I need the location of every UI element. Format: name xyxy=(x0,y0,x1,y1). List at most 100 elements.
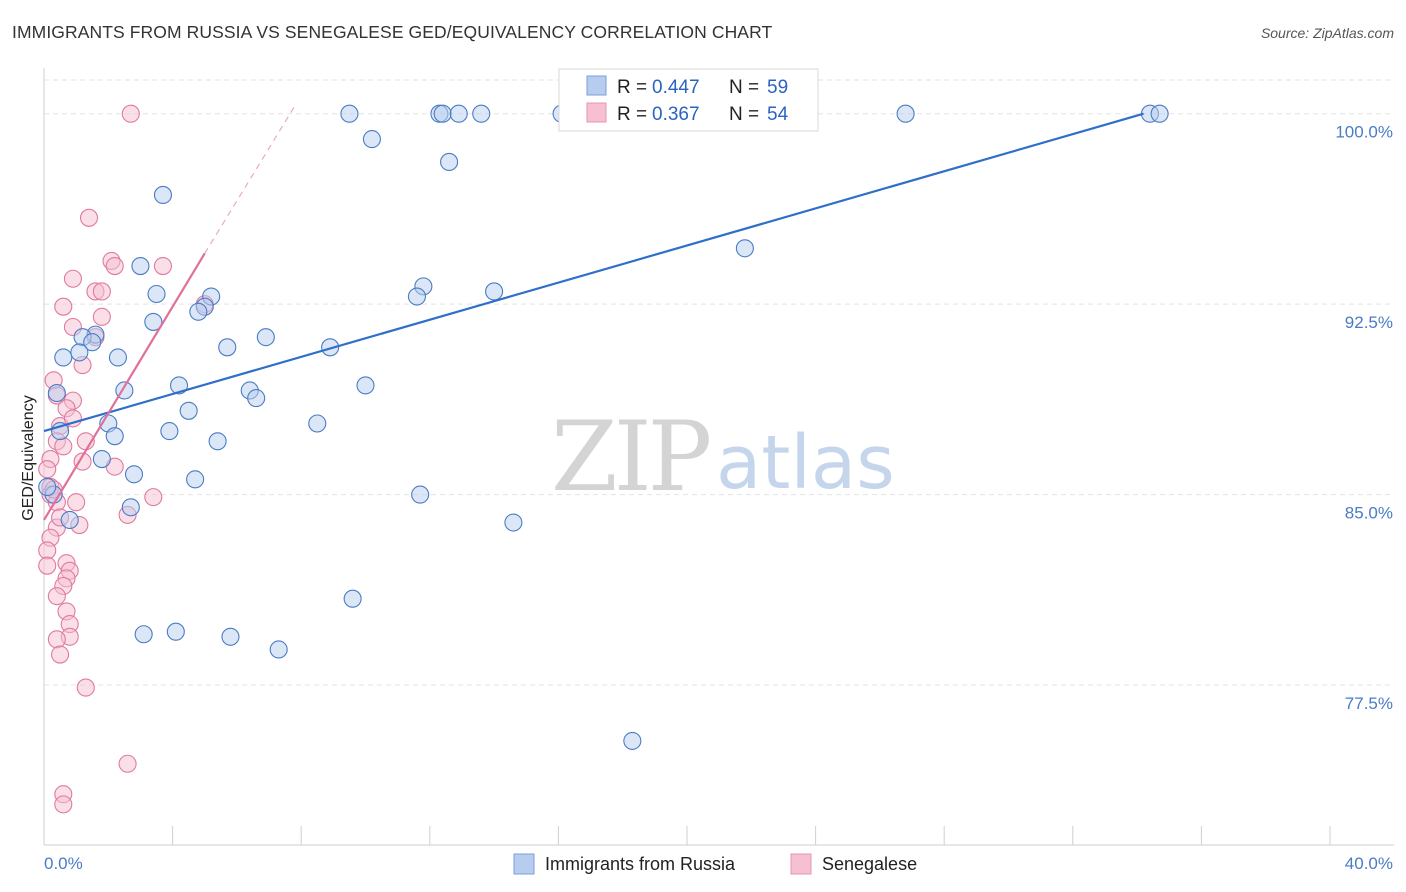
series-swatch-russia xyxy=(513,853,535,875)
senegalese-point xyxy=(67,493,86,512)
russia-point xyxy=(449,104,468,123)
legend-senegalese-n-label: N = xyxy=(729,104,759,125)
legend-swatch-russia xyxy=(586,75,607,96)
watermark-atlas: atlas xyxy=(716,420,895,506)
senegalese-point xyxy=(105,257,124,276)
russia-point xyxy=(124,465,144,484)
russia-point xyxy=(147,284,166,304)
russia-point xyxy=(221,627,240,646)
russia-point xyxy=(47,383,66,403)
russia-point xyxy=(179,401,198,420)
russia-point xyxy=(208,432,227,451)
senegalese-point xyxy=(47,587,66,606)
senegalese-point xyxy=(54,437,73,456)
russia-point xyxy=(169,376,189,395)
russia-point xyxy=(70,343,89,362)
y-tick-label: 85.0% xyxy=(1345,504,1393,523)
senegalese-point xyxy=(76,678,95,697)
legend-russia-r-value: 0.447 xyxy=(652,77,700,98)
russia-point xyxy=(160,422,179,441)
russia-point xyxy=(54,348,73,367)
russia-point xyxy=(83,333,102,352)
russia-point xyxy=(735,239,754,258)
y-tick-label: 92.5% xyxy=(1345,313,1393,332)
russia-point xyxy=(256,328,275,347)
russia-point xyxy=(472,104,491,123)
senegalese-point xyxy=(153,257,173,276)
legend-swatch-senegalese xyxy=(586,102,607,123)
trend-lines xyxy=(43,105,1144,521)
x-tick-label-max: 40.0% xyxy=(1345,854,1393,873)
senegalese-point xyxy=(92,282,111,301)
y-tick-labels: 77.5% 85.0% 92.5% 100.0% xyxy=(1335,123,1393,713)
legend-senegalese-n-value: 54 xyxy=(767,104,789,125)
russia-point xyxy=(92,449,111,469)
series-legend: Immigrants from Russia Senegalese xyxy=(513,853,917,875)
russia-point xyxy=(407,287,426,306)
senegalese-point xyxy=(118,754,137,773)
russia-point xyxy=(105,427,124,446)
senegalese-point xyxy=(38,556,57,575)
senegalese-point xyxy=(38,460,57,479)
russia-point xyxy=(308,414,327,433)
russia-point xyxy=(411,485,430,504)
y-tick-label: 77.5% xyxy=(1345,694,1393,713)
series-label-senegalese: Senegalese xyxy=(822,854,917,874)
russia-point xyxy=(131,257,150,276)
russia-point xyxy=(60,510,79,530)
watermark-zip: ZIP xyxy=(551,401,710,513)
senegalese-trend-extension xyxy=(204,105,296,254)
senegalese-points xyxy=(38,104,214,814)
y-tick-label: 100.0% xyxy=(1335,123,1393,142)
russia-point xyxy=(218,338,237,357)
russia-point xyxy=(1150,104,1169,123)
russia-point xyxy=(269,640,288,659)
x-axis-ticks xyxy=(43,826,1331,845)
russia-point xyxy=(362,130,381,149)
russia-point xyxy=(153,185,173,205)
senegalese-point xyxy=(47,630,66,649)
russia-trend-line xyxy=(43,112,1144,433)
russia-point xyxy=(121,498,140,517)
senegalese-point xyxy=(92,307,111,326)
russia-point xyxy=(896,104,915,123)
series-swatch-senegalese xyxy=(790,853,812,875)
russia-point xyxy=(440,152,459,172)
russia-point xyxy=(108,348,127,367)
chart-title: IMMIGRANTS FROM RUSSIA VS SENEGALESE GED… xyxy=(12,22,773,42)
y-axis-label: GED/Equivalency xyxy=(20,395,37,520)
russia-point xyxy=(340,104,359,123)
russia-point xyxy=(134,625,153,644)
senegalese-point xyxy=(63,269,82,288)
correlation-legend: R = 0.447 N = 59 R = 0.367 N = 54 xyxy=(558,68,819,132)
series-label-russia: Immigrants from Russia xyxy=(545,854,736,874)
senegalese-point xyxy=(73,452,92,471)
legend-senegalese-r-label: R = xyxy=(617,104,647,125)
russia-point xyxy=(623,731,642,750)
russia-point xyxy=(504,513,523,532)
russia-point xyxy=(144,312,163,331)
senegalese-point xyxy=(121,104,140,123)
russia-point xyxy=(189,302,208,321)
russia-point xyxy=(247,389,266,408)
russia-point xyxy=(38,477,57,497)
source-credit: Source: ZipAtlas.com xyxy=(1260,25,1394,41)
russia-point xyxy=(485,282,504,301)
senegalese-point xyxy=(79,208,99,227)
russia-point xyxy=(186,470,205,489)
legend-russia-r-label: R = xyxy=(617,77,647,98)
legend-senegalese-r-value: 0.367 xyxy=(652,104,700,125)
russia-point xyxy=(166,622,185,641)
senegalese-trend-line xyxy=(43,252,206,521)
senegalese-point xyxy=(144,488,163,507)
legend-russia-n-label: N = xyxy=(729,77,759,98)
x-tick-label-min: 0.0% xyxy=(44,854,83,873)
senegalese-point xyxy=(54,297,73,316)
senegalese-point xyxy=(51,645,70,664)
russia-point xyxy=(356,376,375,395)
legend-russia-n-value: 59 xyxy=(767,77,788,98)
russia-point xyxy=(433,104,452,123)
russia-point xyxy=(343,589,362,608)
senegalese-point xyxy=(54,795,73,814)
